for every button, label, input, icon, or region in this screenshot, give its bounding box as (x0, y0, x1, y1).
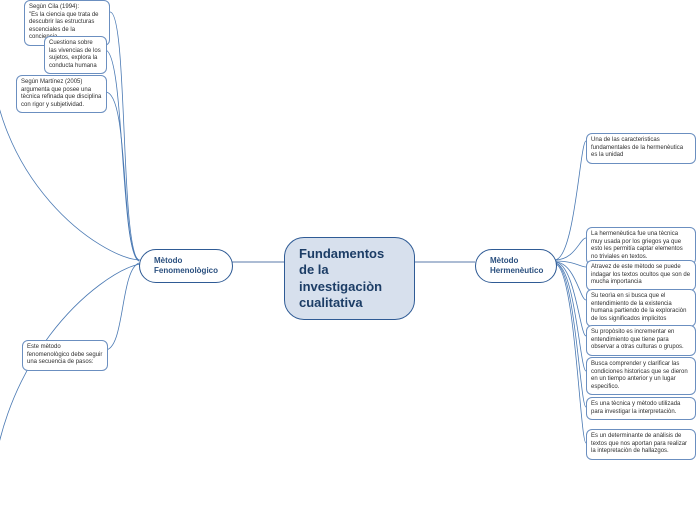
left-leaf-1[interactable]: Cuestiona sobre las vivencias de los suj… (44, 36, 107, 74)
right-leaf-6[interactable]: Es una tècnica y mètodo utilizada para i… (586, 397, 696, 420)
right-leaf-2-label: Atravez de este mètodo se puede indagar … (591, 264, 692, 285)
left-leaf-3[interactable]: Este mètodo fenomenològico debe seguir u… (22, 340, 108, 371)
right-leaf-4[interactable]: Su propòsito es incrementar en entendimi… (586, 325, 696, 356)
sub-node-left-label: Mètodo Fenomenològico (154, 256, 218, 276)
right-leaf-7-label: Es un determinante de anàlisis de textos… (591, 433, 689, 454)
mindmap-canvas: { "colors": { "center_bg": "#d7e0ed", "c… (0, 0, 696, 520)
sub-node-left[interactable]: Mètodo Fenomenològico (139, 249, 233, 283)
right-leaf-0-label: Una de las caracteristicas fundamentales… (591, 137, 685, 158)
right-leaf-1-label: La hermenèutica fue una tècnica muy usad… (591, 231, 684, 260)
center-node[interactable]: Fundamentos de la investigaciòn cualitat… (284, 237, 415, 320)
right-leaf-6-label: Es una tècnica y mètodo utilizada para i… (591, 401, 682, 415)
right-leaf-5-label: Busca comprender y clarificar las condic… (591, 361, 689, 390)
sub-node-right-label: Mètodo Hermenèutico (490, 256, 543, 276)
right-leaf-0[interactable]: Una de las caracteristicas fundamentales… (586, 133, 696, 164)
left-leaf-0-label: Segùn Cila (1994): "Es la ciencia que tr… (29, 4, 100, 40)
right-leaf-2[interactable]: Atravez de este mètodo se puede indagar … (586, 260, 696, 291)
sub-node-right[interactable]: Mètodo Hermenèutico (475, 249, 557, 283)
right-leaf-5[interactable]: Busca comprender y clarificar las condic… (586, 357, 696, 395)
left-leaf-3-label: Este mètodo fenomenològico debe seguir u… (27, 344, 104, 365)
left-leaf-2[interactable]: Según Martínez (2005) argumenta que pose… (16, 75, 107, 113)
left-leaf-1-label: Cuestiona sobre las vivencias de los suj… (49, 40, 102, 69)
right-leaf-4-label: Su propòsito es incrementar en entendimi… (591, 329, 684, 350)
right-leaf-7[interactable]: Es un determinante de anàlisis de textos… (586, 429, 696, 460)
right-leaf-3-label: Su teorìa en si busca que el entendimien… (591, 293, 688, 322)
right-leaf-3[interactable]: Su teorìa en si busca que el entendimien… (586, 289, 696, 327)
left-leaf-2-label: Según Martínez (2005) argumenta que pose… (21, 79, 103, 108)
center-node-label: Fundamentos de la investigaciòn cualitat… (299, 246, 400, 311)
